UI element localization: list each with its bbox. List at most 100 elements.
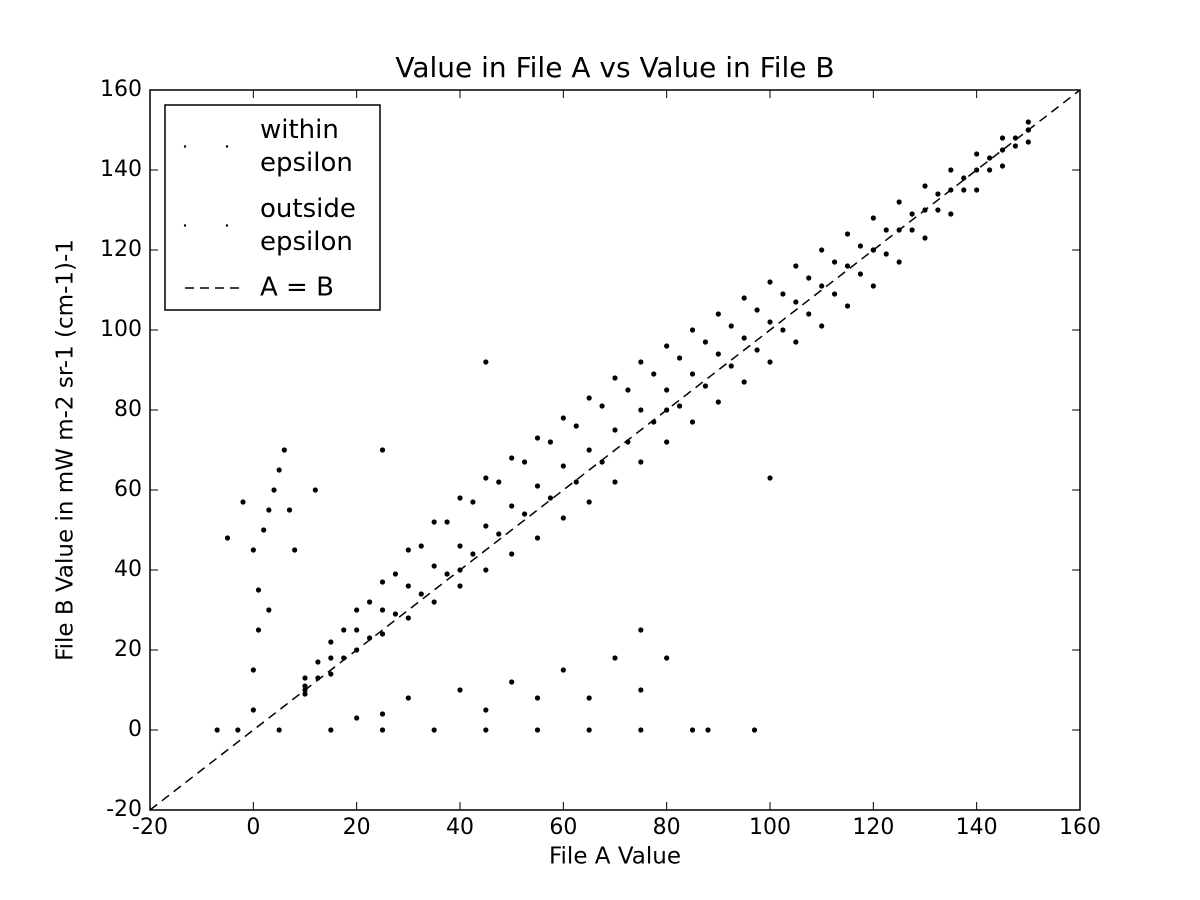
point <box>534 483 541 489</box>
y-tick-label: 20 <box>114 637 142 662</box>
point <box>857 271 864 277</box>
point <box>457 687 463 693</box>
point <box>521 511 528 517</box>
point <box>292 547 298 553</box>
point <box>255 627 262 633</box>
point <box>689 419 696 425</box>
legend-label: within epsilon <box>260 115 353 178</box>
point <box>741 379 747 385</box>
point <box>266 507 272 513</box>
point <box>715 311 721 317</box>
point <box>444 519 450 525</box>
point <box>948 167 954 173</box>
point <box>844 231 851 237</box>
plot-marks <box>150 90 1080 810</box>
legend-marker <box>183 224 187 227</box>
point <box>509 551 515 557</box>
x-tick-label: 0 <box>246 815 260 840</box>
legend: within epsilon outside epsilon A = B <box>164 104 381 311</box>
point <box>612 375 618 381</box>
plot-frame <box>149 89 1081 811</box>
point <box>418 543 424 549</box>
legend-box <box>164 104 381 311</box>
point <box>496 479 502 485</box>
point <box>302 691 308 697</box>
x-tick-label: 60 <box>549 815 577 840</box>
point <box>547 439 554 445</box>
point <box>534 695 541 701</box>
point <box>689 327 696 333</box>
point <box>857 243 864 249</box>
point <box>625 387 631 393</box>
point <box>586 395 592 401</box>
point <box>235 727 241 733</box>
point <box>240 499 246 505</box>
point <box>431 563 437 569</box>
point <box>328 727 334 733</box>
point <box>844 263 851 269</box>
point <box>638 359 644 365</box>
point <box>961 175 967 181</box>
point <box>224 535 231 541</box>
point <box>676 355 683 361</box>
x-tick-label: 100 <box>749 815 791 840</box>
point <box>496 531 502 537</box>
y-tick-label: 120 <box>100 237 142 262</box>
point <box>948 211 954 217</box>
point <box>315 659 321 665</box>
point <box>214 727 220 733</box>
x-tick-label: 80 <box>653 815 681 840</box>
point <box>354 607 360 613</box>
y-tick-label: 160 <box>100 77 142 102</box>
point <box>896 259 902 265</box>
point <box>250 547 256 553</box>
point <box>705 727 711 733</box>
point <box>651 371 657 377</box>
point <box>379 607 386 613</box>
point <box>405 583 411 589</box>
point <box>728 323 734 329</box>
point <box>689 371 696 377</box>
point <box>405 547 411 553</box>
y-tick-label: -20 <box>106 797 142 822</box>
point <box>909 227 915 233</box>
point <box>986 167 993 173</box>
point <box>457 495 463 501</box>
point <box>266 607 272 613</box>
y-tick-label: 40 <box>114 557 142 582</box>
point <box>793 339 799 345</box>
point <box>961 187 967 193</box>
x-tick-label: 160 <box>1059 815 1101 840</box>
point <box>483 707 489 713</box>
point <box>767 359 773 365</box>
point <box>379 447 386 453</box>
point <box>302 683 308 689</box>
point <box>612 427 618 433</box>
point <box>379 711 386 717</box>
y-tick-label: 60 <box>114 477 142 502</box>
point <box>534 535 541 541</box>
x-tick-label: 20 <box>343 815 371 840</box>
point <box>276 467 282 473</box>
legend-label: A = B <box>260 273 334 303</box>
point <box>909 211 915 217</box>
point <box>354 715 360 721</box>
point <box>586 499 592 505</box>
point <box>255 587 262 593</box>
point <box>974 151 980 157</box>
point <box>1025 139 1031 145</box>
x-tick-label: 120 <box>852 815 894 840</box>
point <box>483 567 489 573</box>
point <box>483 727 489 733</box>
point <box>261 527 267 533</box>
point <box>328 671 334 677</box>
x-tick-label: -20 <box>132 815 168 840</box>
point <box>379 579 386 585</box>
point <box>457 543 463 549</box>
point <box>754 307 760 313</box>
point <box>638 459 644 465</box>
point <box>405 695 411 701</box>
point <box>483 475 489 481</box>
